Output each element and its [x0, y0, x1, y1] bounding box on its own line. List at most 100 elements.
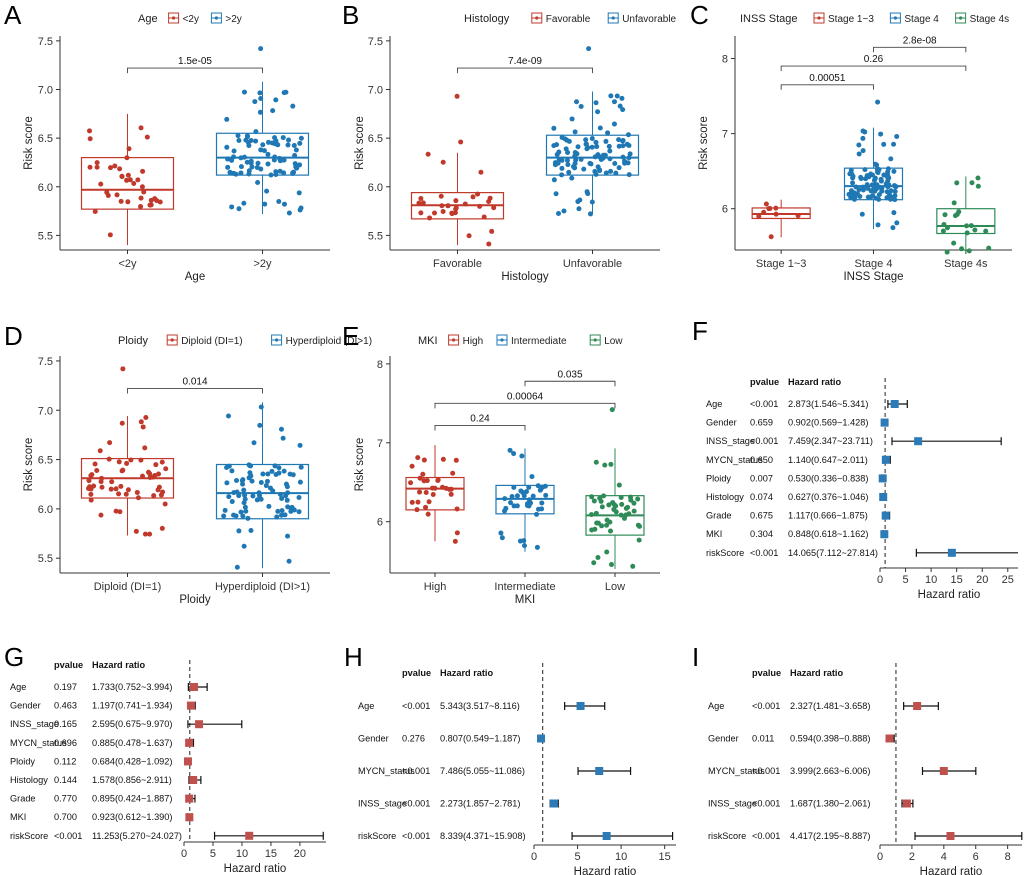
x-tick-label: Unfavorable	[563, 258, 622, 270]
forest-row-riskscore: riskScore <0.001 8.339(4.371~15.908)	[358, 831, 674, 841]
variable-name: INSS_stage	[706, 436, 755, 446]
y-axis-title: Risk score	[354, 438, 366, 492]
data-point	[225, 164, 231, 170]
data-point	[225, 156, 231, 162]
data-point	[94, 468, 100, 474]
data-point	[636, 537, 642, 543]
data-point	[502, 496, 508, 502]
hazard-ratio-marker	[190, 683, 199, 691]
bracket-line	[434, 424, 526, 431]
panel-letter: A	[4, 0, 22, 30]
data-point	[521, 543, 527, 549]
data-point	[439, 203, 445, 209]
data-point	[238, 164, 244, 170]
variable-name: riskScore	[706, 548, 744, 558]
x-tick-label: 8	[1005, 851, 1011, 863]
data-point	[241, 487, 247, 493]
data-point	[236, 206, 242, 212]
data-point	[478, 169, 484, 175]
data-point	[575, 144, 581, 150]
bracket-line	[524, 380, 616, 387]
data-point	[113, 508, 119, 514]
data-point	[266, 139, 272, 145]
data-point	[559, 157, 565, 163]
data-point	[891, 210, 897, 216]
x-axis-title: INSS Stage	[843, 271, 903, 283]
data-point	[453, 206, 459, 212]
p-value-label: 0.035	[557, 369, 582, 380]
forest-row-mki: MKI 0.304 0.848(0.618~1.162)	[706, 529, 889, 539]
row-hazard-ratio: 1.578(0.856~2.911)	[92, 775, 172, 785]
data-point	[889, 195, 895, 201]
data-point	[159, 459, 165, 465]
data-point	[126, 146, 132, 152]
data-point	[272, 135, 278, 141]
legend-key-dot	[893, 16, 898, 20]
data-point	[773, 211, 779, 217]
data-point	[138, 204, 144, 210]
data-point	[600, 152, 606, 158]
data-point	[499, 535, 505, 541]
forest-row-age: Age <0.001 5.343(3.517~8.116)	[358, 701, 606, 711]
data-point	[268, 485, 274, 491]
data-point	[144, 134, 150, 140]
data-point	[964, 223, 970, 229]
data-point	[588, 161, 594, 167]
data-point	[285, 490, 291, 496]
data-point	[565, 162, 571, 168]
data-point	[944, 225, 950, 231]
data-point	[138, 195, 144, 201]
legend-key-dot	[535, 16, 539, 20]
data-point	[258, 96, 264, 102]
data-point	[255, 180, 261, 186]
data-point	[975, 183, 981, 189]
data-point	[260, 471, 266, 477]
data-point	[241, 200, 247, 206]
data-point	[862, 167, 868, 173]
bracket-line	[873, 46, 967, 53]
data-point	[224, 116, 230, 122]
x-tick-label: Low	[605, 581, 625, 593]
data-point	[613, 170, 619, 176]
data-point	[593, 171, 599, 177]
forest-row-gender: Gender 0.463 1.197(0.741~1.934)	[10, 701, 196, 711]
data-point	[891, 168, 897, 174]
data-point	[106, 456, 112, 462]
data-point	[248, 158, 254, 164]
panel-letter: C	[690, 0, 709, 30]
data-point	[262, 201, 268, 207]
legend-label: Hyperdiploid (DI>1)	[286, 336, 372, 347]
data-point	[118, 483, 124, 489]
variable-name: riskScore	[10, 831, 48, 841]
row-pvalue: <0.001	[54, 831, 82, 841]
row-hazard-ratio: 1.733(0.752~3.994)	[92, 682, 172, 692]
data-point	[517, 538, 523, 544]
data-point	[240, 477, 246, 483]
data-point	[294, 165, 300, 171]
y-tick-label: 7	[722, 129, 728, 141]
variable-name: Grade	[10, 794, 36, 804]
data-point	[296, 509, 302, 515]
variable-name: Ploidy	[10, 756, 35, 766]
hazard-ratio-marker	[537, 734, 546, 743]
data-point	[607, 156, 613, 162]
data-point	[507, 447, 513, 453]
data-point	[543, 492, 549, 498]
data-point	[138, 457, 144, 463]
row-hazard-ratio: 2.595(0.675~9.970)	[92, 719, 172, 729]
data-point	[425, 511, 431, 517]
data-point	[556, 149, 562, 155]
variable-name: MYCN_status	[10, 738, 67, 748]
data-point	[257, 109, 263, 115]
forest-row-gender: Gender 0.276 0.807(0.549~1.187)	[358, 734, 546, 744]
data-point	[611, 502, 617, 508]
data-point	[986, 245, 992, 251]
data-point	[272, 463, 278, 469]
data-point	[589, 494, 595, 500]
data-point	[427, 215, 433, 221]
data-point	[420, 200, 426, 206]
data-point	[253, 129, 259, 135]
data-point	[553, 191, 559, 197]
x-axis-title: Hazard ratio	[574, 866, 637, 875]
